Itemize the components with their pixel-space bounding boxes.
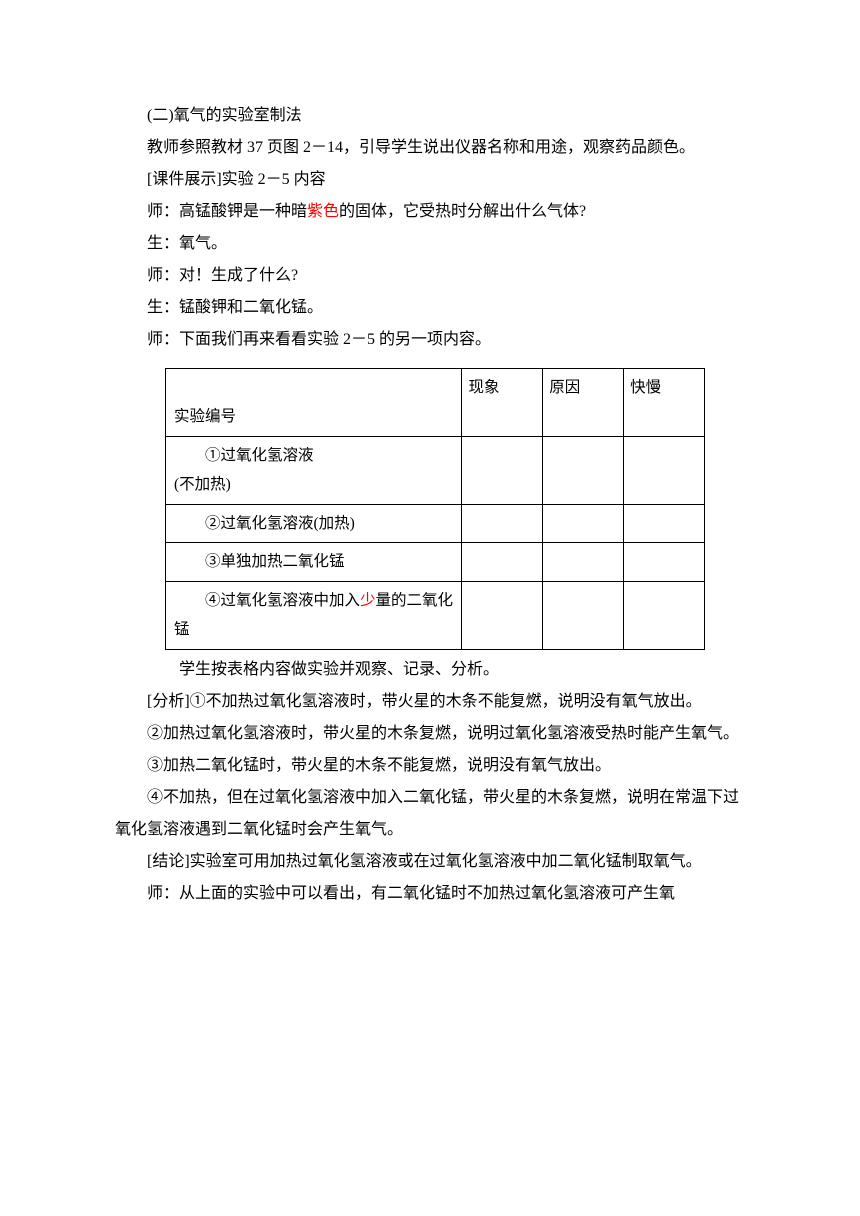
analysis-text: ③加热二氧化锰时，带火星的木条不能复燃，说明没有氧气放出。	[115, 750, 745, 782]
analysis-text: ②加热过氧化氢溶液时，带火星的木条复燃，说明过氧化氢溶液受热时能产生氧气。	[115, 718, 745, 750]
table-header-cell: 原因	[543, 369, 624, 437]
text-highlight: 紫色	[307, 203, 339, 220]
table-cell	[462, 504, 543, 542]
section-heading: (二)氧气的实验室制法	[115, 100, 745, 132]
dialogue-teacher: 师：下面我们再来看看实验 2－5 的另一项内容。	[115, 324, 745, 356]
cell-text: (不加热)	[174, 476, 231, 493]
table-row: ③单独加热二氧化锰	[166, 543, 705, 581]
table-cell	[543, 581, 624, 649]
table-cell: ①过氧化氢溶液 (不加热)	[166, 436, 462, 504]
table-row: ①过氧化氢溶液 (不加热)	[166, 436, 705, 504]
analysis-text: [分析]①不加热过氧化氢溶液时，带火星的木条不能复燃，说明没有氧气放出。	[115, 686, 745, 718]
table-header-row: 实验编号 现象 原因 快慢	[166, 369, 705, 437]
table-row: ②过氧化氢溶液(加热)	[166, 504, 705, 542]
dialogue-teacher: 师：从上面的实验中可以看出，有二氧化锰时不加热过氧化氢溶液可产生氧	[115, 878, 745, 910]
dialogue-student: 生：氧气。	[115, 228, 745, 260]
cell-text: ④过氧化氢溶液中加入	[205, 592, 360, 609]
dialogue-student: 生：锰酸钾和二氧化锰。	[115, 292, 745, 324]
text-highlight: 少	[360, 592, 376, 609]
table-header-cell: 快慢	[624, 369, 705, 437]
table-cell	[624, 436, 705, 504]
experiment-table: 实验编号 现象 原因 快慢 ①过氧化氢溶液 (不加热) ②过氧化氢溶液(加热) …	[165, 368, 705, 650]
body-text: 教师参照教材 37 页图 2－14，引导学生说出仪器名称和用途，观察药品颜色。	[115, 132, 745, 164]
table-row: ④过氧化氢溶液中加入少量的二氧化锰	[166, 581, 705, 649]
table-cell: ④过氧化氢溶液中加入少量的二氧化锰	[166, 581, 462, 649]
analysis-text: ④不加热，但在过氧化氢溶液中加入二氧化锰，带火星的木条复燃，说明在常温下过氧化氢…	[115, 782, 745, 846]
table-cell: ②过氧化氢溶液(加热)	[166, 504, 462, 542]
table-cell: ③单独加热二氧化锰	[166, 543, 462, 581]
text-span: 师：高锰酸钾是一种暗	[147, 203, 307, 220]
table-cell	[624, 581, 705, 649]
table-cell	[462, 581, 543, 649]
table-cell	[462, 436, 543, 504]
body-text: [课件展示]实验 2－5 内容	[115, 164, 745, 196]
table-header-cell: 实验编号	[166, 369, 462, 437]
dialogue-teacher: 师：高锰酸钾是一种暗紫色的固体，它受热时分解出什么气体?	[115, 196, 745, 228]
dialogue-teacher: 师：对！生成了什么?	[115, 260, 745, 292]
table-cell	[543, 504, 624, 542]
text-span: 的固体，它受热时分解出什么气体?	[339, 203, 586, 220]
cell-text: ①过氧化氢溶液	[205, 447, 314, 464]
header-label: 实验编号	[174, 408, 236, 425]
table-cell	[624, 543, 705, 581]
table-cell	[462, 543, 543, 581]
body-text: 学生按表格内容做实验并观察、记录、分析。	[115, 654, 745, 686]
experiment-table-wrapper: 实验编号 现象 原因 快慢 ①过氧化氢溶液 (不加热) ②过氧化氢溶液(加热) …	[165, 368, 745, 650]
table-cell	[624, 504, 705, 542]
table-header-cell: 现象	[462, 369, 543, 437]
conclusion-text: [结论]实验室可用加热过氧化氢溶液或在过氧化氢溶液中加二氧化锰制取氧气。	[115, 846, 745, 878]
table-cell	[543, 436, 624, 504]
table-cell	[543, 543, 624, 581]
